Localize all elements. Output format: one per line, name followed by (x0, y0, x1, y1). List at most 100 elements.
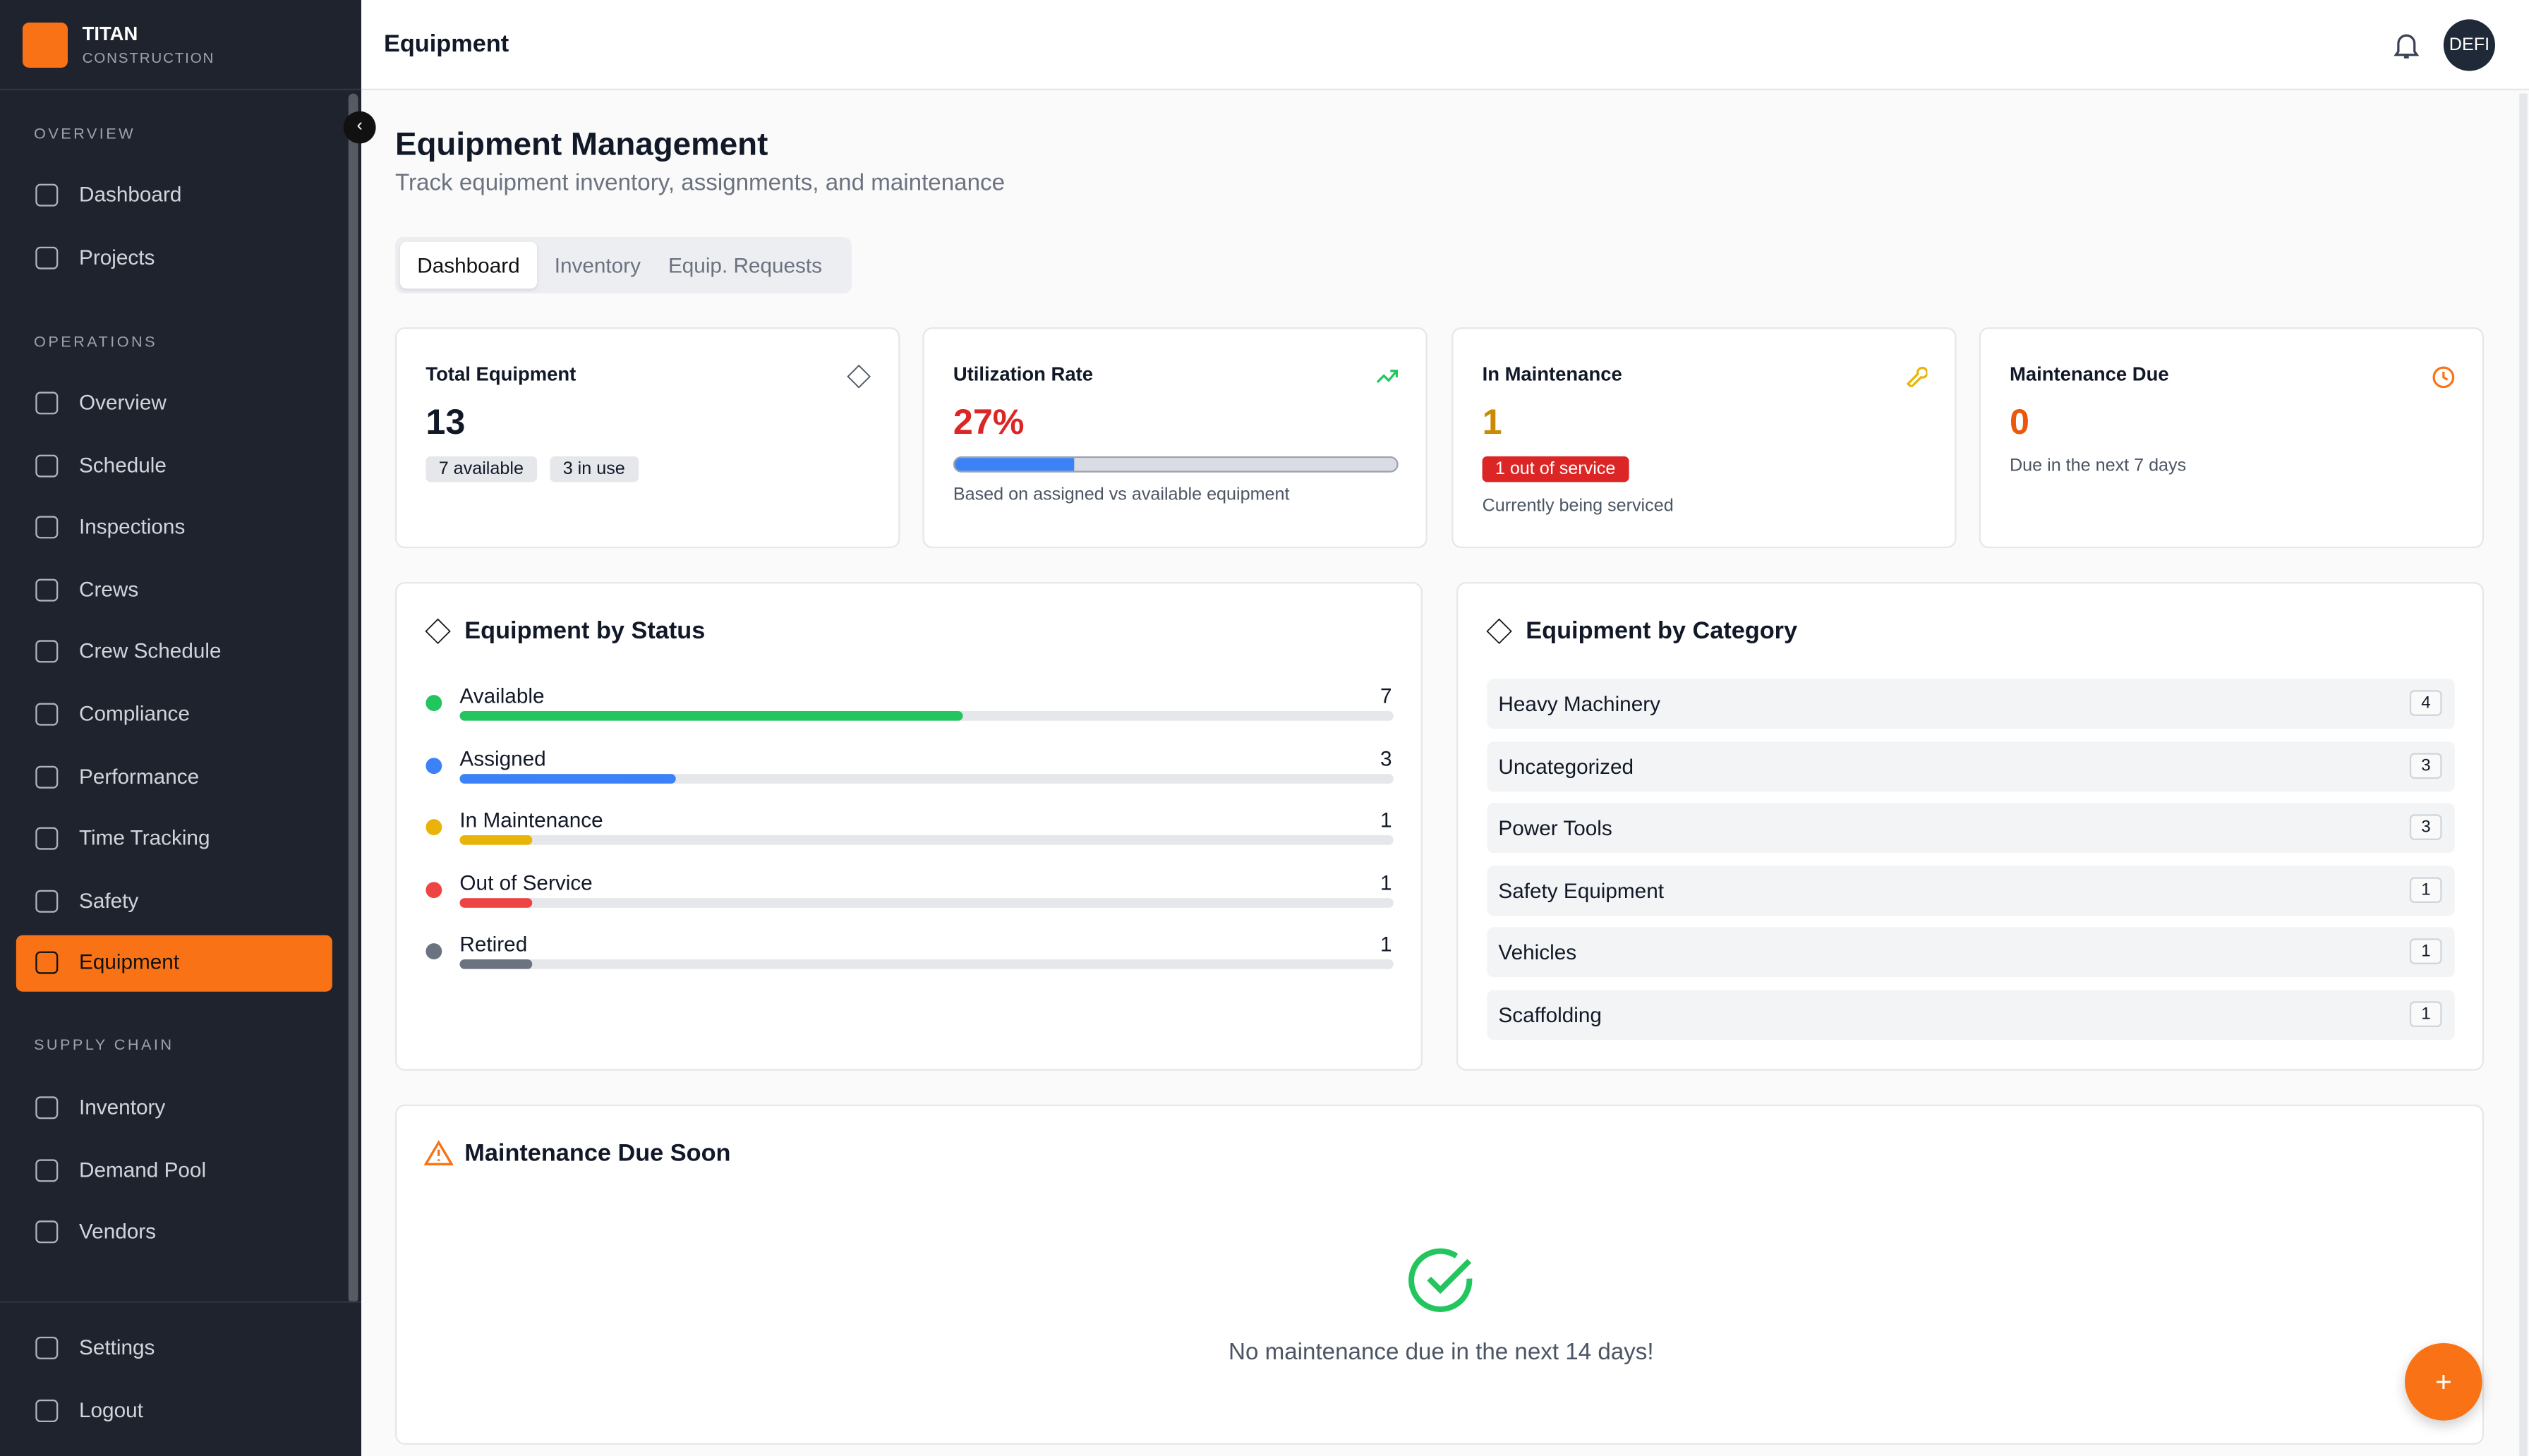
badge: 1 out of service (1482, 456, 1629, 483)
clock-icon (2432, 366, 2455, 389)
page-subtitle: Track equipment inventory, assignments, … (394, 171, 1006, 197)
stat-note: Currently being serviced (1482, 496, 1674, 516)
status-label: In Maintenance (459, 808, 603, 832)
section-title: SUPPLY CHAIN (33, 1036, 174, 1055)
nav-item[interactable]: Time Tracking (78, 825, 210, 850)
nav-item[interactable]: Demand Pool (78, 1157, 207, 1182)
maintenance-card: Maintenance Due Soon No maintenance due … (394, 1104, 2484, 1445)
stat-card: Total Equipment 13 7 available 3 in use (394, 327, 900, 549)
nav-icon (35, 641, 59, 664)
stat-value: 13 (425, 401, 466, 442)
nav-item[interactable]: Crew Schedule (78, 639, 222, 664)
wrench-icon (1906, 366, 1928, 387)
nav-item[interactable]: Crews (78, 576, 139, 602)
category-label: Uncategorized (1498, 753, 1634, 778)
nav-item[interactable]: Compliance (78, 701, 190, 726)
status-label: Retired (459, 932, 528, 957)
badge: 7 available (425, 456, 537, 483)
status-bar (459, 710, 963, 721)
topbar (361, 0, 2529, 90)
nav-icon (35, 890, 59, 913)
category-card: Equipment by Category Heavy Machinery 4 Un… (1456, 582, 2484, 1071)
nav-item[interactable]: Equipment (78, 950, 180, 975)
brand-name: TITAN (82, 22, 138, 45)
nav-item[interactable]: Dashboard (78, 182, 182, 207)
brand-sub: CONSTRUCTION (82, 49, 215, 66)
stat-title: In Maintenance (1482, 363, 1622, 386)
collapse-button[interactable]: ‹ (343, 111, 376, 144)
category-count: 1 (2410, 938, 2442, 964)
status-dot (425, 819, 442, 835)
page-title: Equipment Management (394, 127, 768, 163)
status-card: Equipment by Status Available 7 Assigned 3 I… (394, 582, 1423, 1071)
logo (22, 22, 68, 68)
nav-icon (35, 1336, 59, 1359)
nav-icon (35, 454, 59, 477)
nav-icon (35, 1096, 59, 1120)
status-bar (459, 959, 532, 969)
nav-icon (35, 703, 59, 726)
header-title: Equipment (383, 30, 509, 59)
nav-item[interactable]: Inventory (78, 1094, 166, 1120)
status-count: 3 (1380, 746, 1392, 770)
progress-track (953, 456, 1399, 473)
progress-bar (955, 458, 1075, 471)
scrollbar (2519, 93, 2528, 1456)
stat-value: 0 (2009, 401, 2029, 442)
bell-icon[interactable] (2394, 30, 2420, 59)
nav-item[interactable]: Logout (78, 1397, 143, 1422)
nav-item[interactable]: Schedule (78, 452, 167, 477)
nav-item[interactable]: Overview (78, 390, 167, 415)
category-label: Scaffolding (1498, 1002, 1602, 1026)
nav-icon (35, 827, 59, 850)
avatar[interactable]: DEFI (2443, 19, 2495, 71)
tab[interactable]: Inventory (554, 253, 641, 278)
nav-item[interactable]: Safety (78, 887, 139, 913)
tab[interactable]: Equip. Requests (668, 253, 823, 278)
status-label: Available (459, 684, 545, 708)
stat-card: Maintenance Due 0 Due in the next 7 days (1979, 327, 2484, 549)
fab[interactable]: + (2404, 1342, 2482, 1421)
nav-item[interactable]: Settings (78, 1335, 155, 1359)
nav-item[interactable]: Performance (78, 763, 200, 788)
nav-icon (35, 578, 59, 602)
nav-icon (35, 245, 59, 269)
status-label: Assigned (459, 746, 546, 770)
nav-item[interactable]: Projects (78, 244, 155, 269)
category-row: Heavy Machinery 4 (1487, 679, 2455, 729)
nav-item[interactable]: Vendors (78, 1219, 157, 1244)
status-label: Out of Service (459, 870, 593, 894)
nav-icon (35, 516, 59, 539)
category-row: Power Tools 3 (1487, 803, 2455, 854)
nav-active (16, 935, 332, 993)
nav-icon (35, 183, 59, 207)
status-dot (425, 695, 442, 711)
category-label: Vehicles (1498, 940, 1577, 964)
warning-icon (424, 1140, 454, 1165)
stat-card: In Maintenance 1 1 out of service Curren… (1451, 327, 1957, 549)
stat-note: Due in the next 7 days (2009, 456, 2187, 476)
scrollbar (348, 93, 358, 1303)
section-title: OVERVIEW (33, 126, 136, 144)
stat-title: Maintenance Due (2009, 363, 2169, 386)
status-track (459, 835, 1394, 845)
category-count: 4 (2410, 690, 2442, 716)
category-count: 1 (2410, 1000, 2442, 1026)
status-track (459, 772, 1394, 783)
status-bar (459, 897, 532, 907)
tab[interactable]: Dashboard (399, 241, 538, 289)
divider (0, 88, 361, 90)
nav-item[interactable]: Inspections (78, 514, 186, 539)
category-count: 3 (2410, 752, 2442, 778)
status-dot (425, 881, 442, 897)
status-dot (425, 943, 442, 959)
nav-icon (35, 392, 59, 415)
category-row: Uncategorized 3 (1487, 741, 2455, 791)
stat-card: Utilization Rate 27% Based on assigned v… (922, 327, 1428, 549)
box-icon (847, 364, 871, 389)
status-track (459, 710, 1394, 721)
status-count: 1 (1380, 808, 1392, 832)
box-icon (1486, 618, 1512, 645)
stat-value: 1 (1482, 401, 1502, 442)
